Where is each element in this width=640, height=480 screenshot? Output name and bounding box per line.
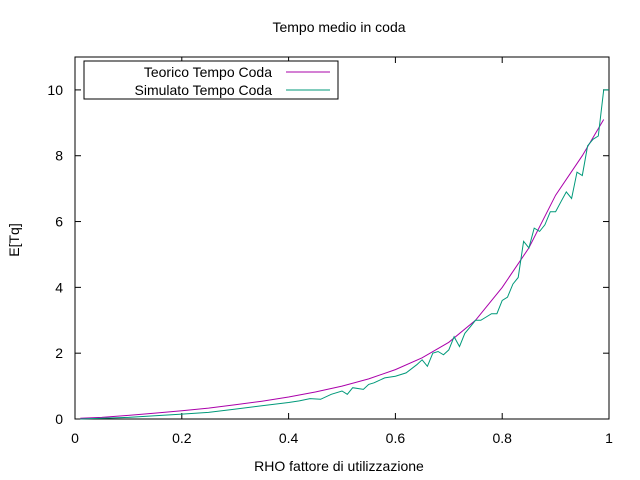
x-tick-label: 0 [71,430,79,446]
x-tick-label: 0.8 [492,430,512,446]
y-tick-label: 6 [55,214,63,230]
legend: Teorico Tempo Coda Simulato Tempo Coda [83,60,339,100]
series-line-2 [80,89,609,420]
legend-label-1: Teorico Tempo Coda [144,64,272,80]
y-tick-label: 0 [55,411,63,427]
y-tick-label: 10 [47,82,63,98]
x-tick-label: 0.4 [279,430,299,446]
series-line-1 [80,119,605,419]
x-axis-label: RHO fattore di utilizzazione [254,458,424,474]
y-tick-label: 2 [55,345,63,361]
x-tick-label: 0.6 [386,430,406,446]
legend-label-2: Simulato Tempo Coda [135,82,273,98]
y-axis-label: E[Tq] [6,223,22,256]
chart-title: Tempo medio in coda [272,19,405,35]
x-tick-label: 1 [605,430,613,446]
series-lines [80,89,609,420]
y-tick-label: 4 [55,279,63,295]
x-tick-label: 0.2 [172,430,192,446]
legend-box [83,60,339,100]
y-tick-label: 8 [55,148,63,164]
plot-frame [74,56,610,420]
